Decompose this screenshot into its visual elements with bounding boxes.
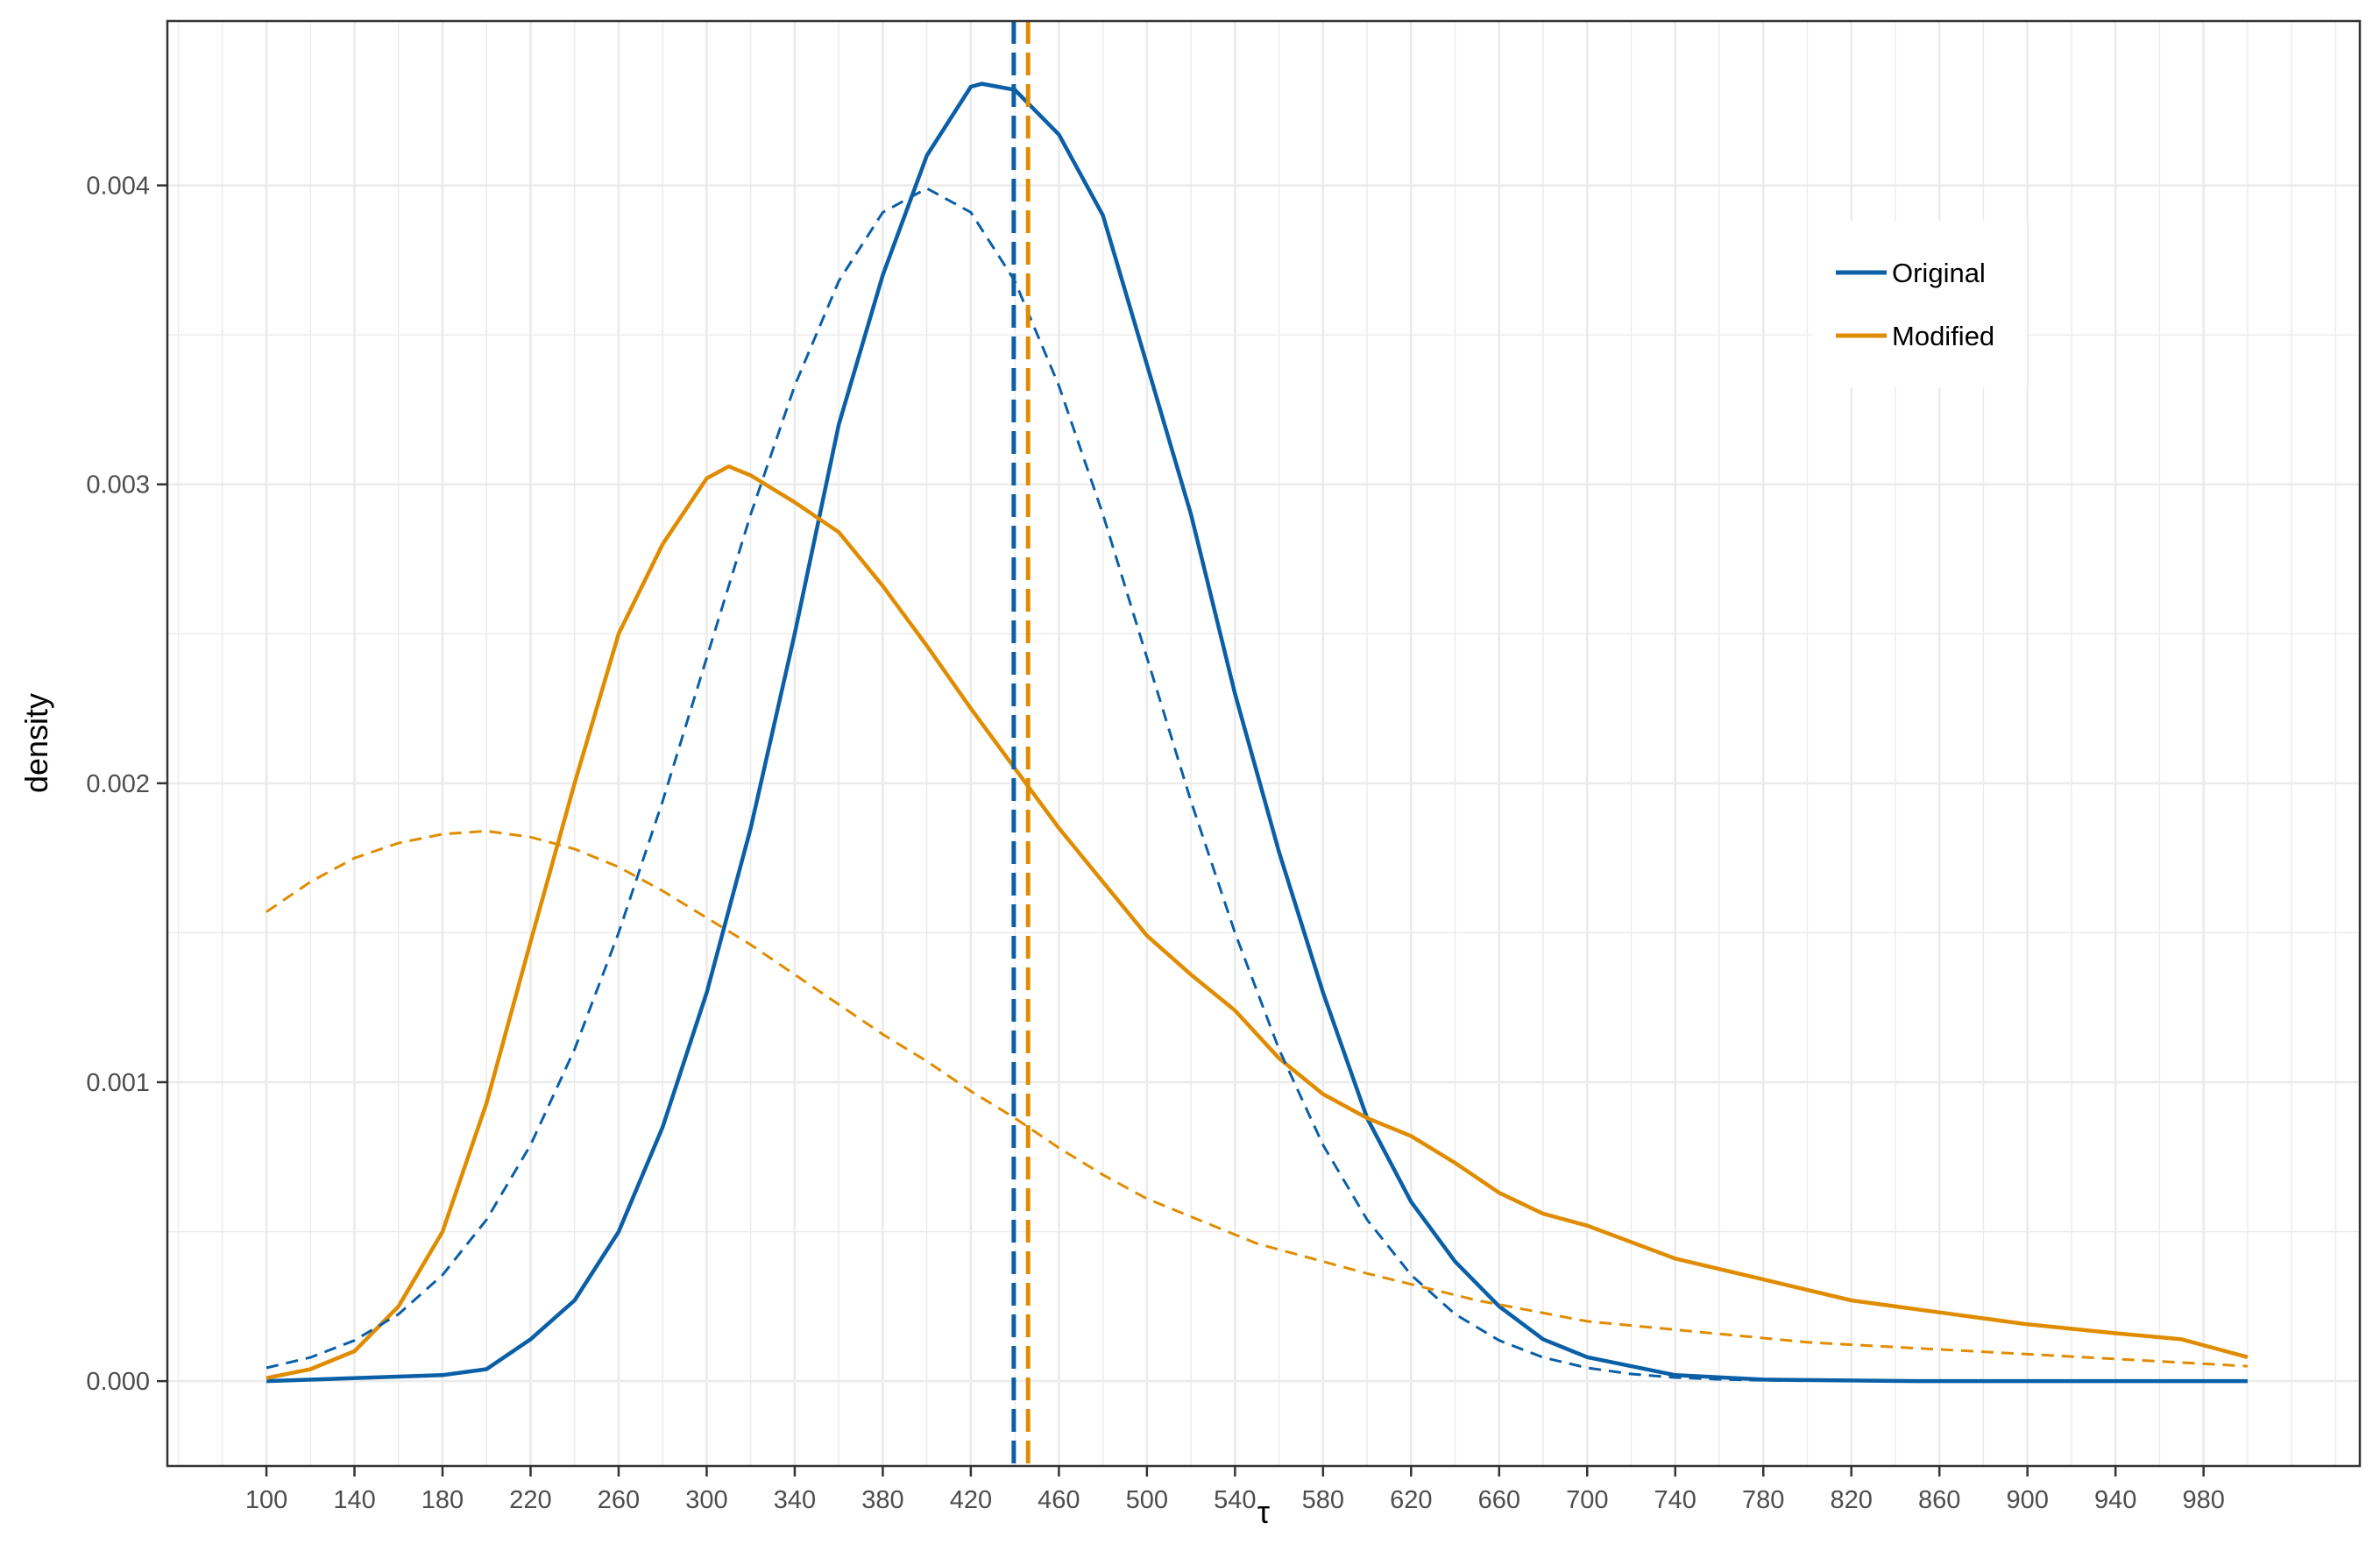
legend-background bbox=[1812, 221, 2027, 387]
x-tick-label: 540 bbox=[1214, 1486, 1256, 1514]
x-tick-label: 700 bbox=[1566, 1486, 1608, 1514]
x-tick-label: 460 bbox=[1038, 1486, 1080, 1514]
series-lines bbox=[266, 21, 2249, 1466]
x-tick-label: 420 bbox=[950, 1486, 992, 1514]
y-tick-label: 0.003 bbox=[86, 471, 150, 499]
x-tick-label: 860 bbox=[1918, 1486, 1960, 1514]
x-tick-label: 180 bbox=[421, 1486, 464, 1514]
axis-ticks: 100 140 180 220 260 300 340 380 420 460 500 540 580 6… bbox=[86, 173, 2224, 1514]
x-tick-label: 940 bbox=[2094, 1486, 2136, 1514]
x-tick-label: 260 bbox=[598, 1486, 640, 1514]
x-tick-label: 740 bbox=[1654, 1486, 1696, 1514]
x-tick-label: 100 bbox=[245, 1486, 287, 1514]
x-axis-title: τ bbox=[1257, 1494, 1270, 1530]
x-tick-label: 900 bbox=[2006, 1486, 2048, 1514]
x-tick-label: 580 bbox=[1302, 1486, 1344, 1514]
x-tick-label: 340 bbox=[774, 1486, 816, 1514]
y-tick-label: 0.002 bbox=[86, 770, 150, 798]
legend-label-modified: Modified bbox=[1892, 321, 1994, 351]
original-density-line bbox=[266, 81, 2248, 1384]
x-tick-label: 500 bbox=[1126, 1486, 1168, 1514]
y-tick-label: 0.004 bbox=[86, 173, 150, 201]
x-tick-label: 820 bbox=[1831, 1486, 1873, 1514]
y-tick-label: 0.001 bbox=[86, 1069, 150, 1097]
x-tick-label: 620 bbox=[1390, 1486, 1432, 1514]
panel-border bbox=[166, 19, 2362, 1468]
x-tick-label: 380 bbox=[861, 1486, 903, 1514]
legend: Original Modified bbox=[1812, 221, 2027, 387]
x-tick-label: 780 bbox=[1742, 1486, 1784, 1514]
modified-density-line bbox=[266, 464, 2249, 1380]
x-tick-label: 140 bbox=[333, 1486, 375, 1514]
modified-fit-density-line bbox=[266, 829, 2248, 1368]
y-axis-title: density bbox=[18, 693, 54, 793]
x-tick-label: 220 bbox=[509, 1486, 551, 1514]
x-tick-label: 300 bbox=[685, 1486, 727, 1514]
original-fit-density-line bbox=[266, 187, 1808, 1383]
y-tick-label: 0.000 bbox=[86, 1368, 150, 1396]
grid bbox=[167, 21, 2360, 1466]
legend-label-original: Original bbox=[1892, 258, 1986, 288]
x-tick-label: 980 bbox=[2182, 1486, 2224, 1514]
x-tick-label: 660 bbox=[1478, 1486, 1520, 1514]
